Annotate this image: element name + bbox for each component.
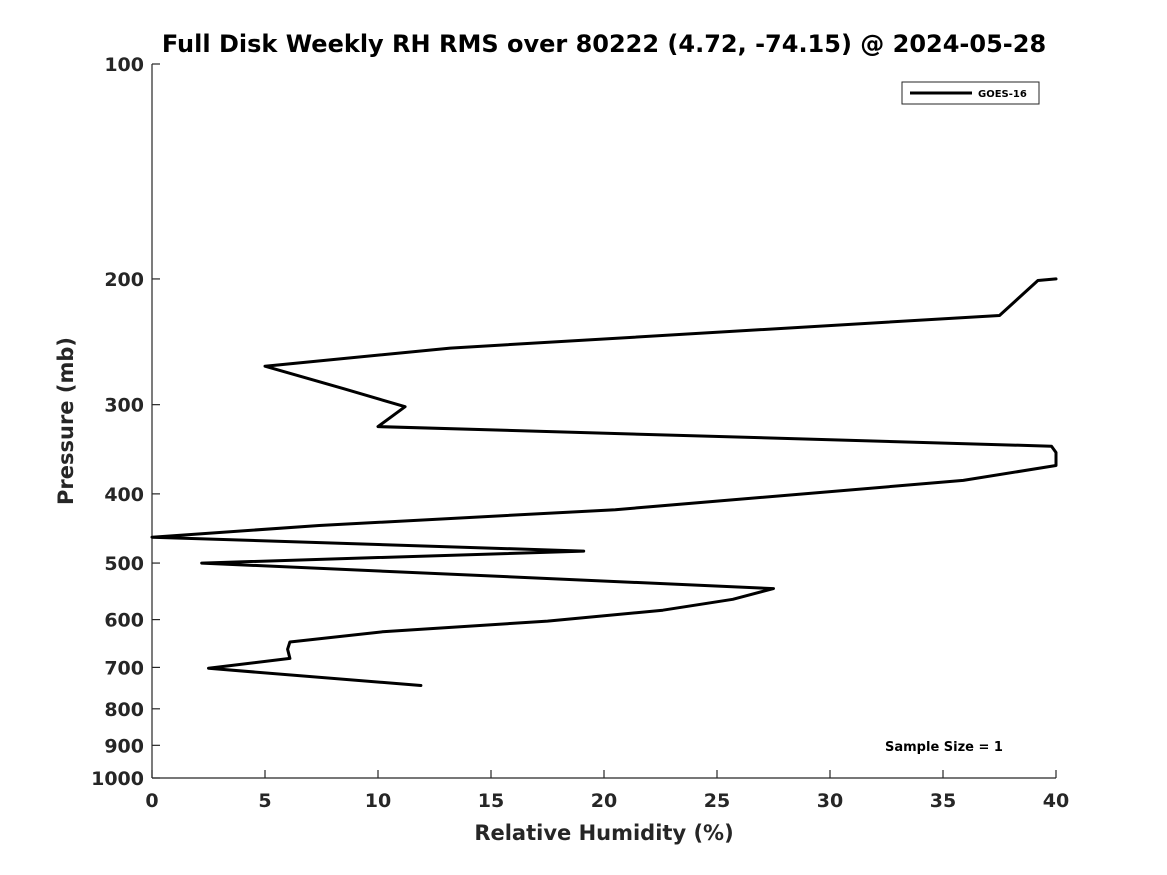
legend-label-goes-16: GOES-16 <box>978 89 1027 100</box>
x-tick-label-40: 40 <box>1043 790 1069 812</box>
chart-title: Full Disk Weekly RH RMS over 80222 (4.72… <box>162 30 1046 58</box>
plot-area <box>151 64 1056 779</box>
x-tick-label-35: 35 <box>930 790 956 812</box>
x-tick-label-0: 0 <box>145 790 158 812</box>
y-axis-ticks: 100 200 300 400 500 600 700 800 900 1000 <box>91 54 160 790</box>
y-tick-label-300: 300 <box>104 395 144 417</box>
x-tick-label-30: 30 <box>817 790 843 812</box>
legend: GOES-16 <box>901 81 1040 105</box>
x-tick-label-20: 20 <box>591 790 617 812</box>
y-tick-label-600: 600 <box>104 610 144 632</box>
series-layer <box>150 277 1058 687</box>
x-tick-label-25: 25 <box>704 790 730 812</box>
y-tick-label-900: 900 <box>104 735 144 757</box>
y-tick-label-700: 700 <box>104 657 144 679</box>
x-tick-label-10: 10 <box>365 790 391 812</box>
series-line-goes-16 <box>150 277 1058 687</box>
x-axis-label: Relative Humidity (%) <box>474 821 733 845</box>
x-tick-label-5: 5 <box>258 790 271 812</box>
x-tick-label-15: 15 <box>478 790 504 812</box>
y-tick-label-800: 800 <box>104 699 144 721</box>
y-axis-label: Pressure (mb) <box>54 337 78 505</box>
y-tick-label-500: 500 <box>104 553 144 575</box>
y-tick-label-1000: 1000 <box>91 768 144 790</box>
y-tick-label-200: 200 <box>104 269 144 291</box>
y-tick-label-100: 100 <box>104 54 144 76</box>
x-axis-ticks: 0 5 10 15 20 25 30 35 40 <box>145 770 1069 812</box>
y-tick-label-400: 400 <box>104 484 144 506</box>
sample-size-annotation: Sample Size = 1 <box>885 740 1003 755</box>
